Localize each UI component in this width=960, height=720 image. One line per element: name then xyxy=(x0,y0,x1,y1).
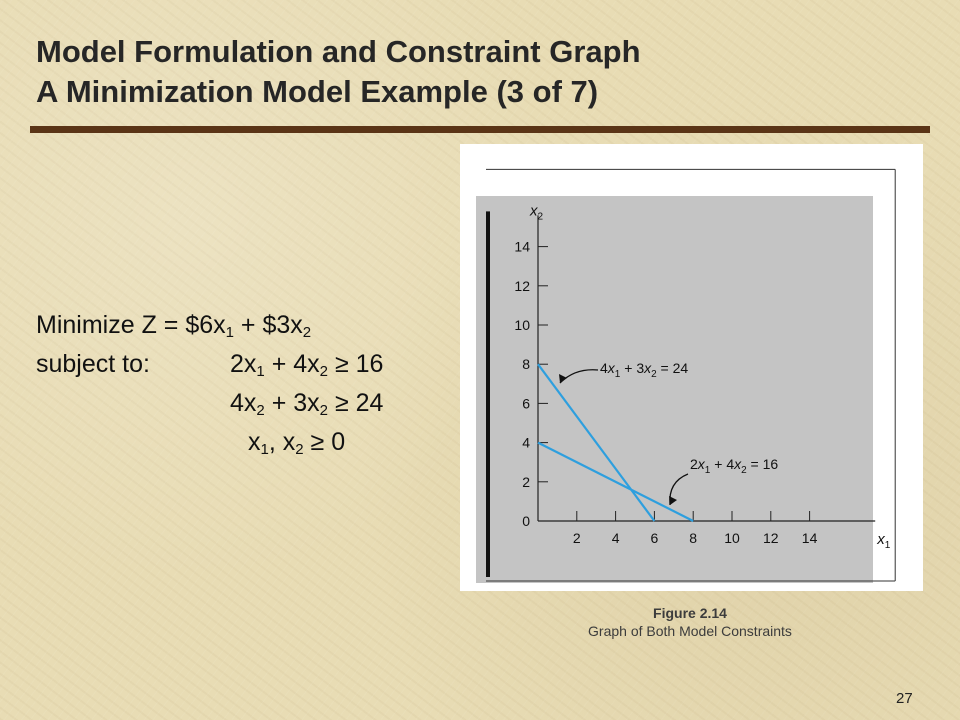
figure-shadow xyxy=(476,196,873,583)
label-arrow-1 xyxy=(559,369,599,384)
x-tick-label: 12 xyxy=(763,530,779,546)
objective-sub-2: 2 xyxy=(302,324,312,341)
x-tick-label: 6 xyxy=(651,530,659,546)
constraint-2: 4x2 + 3x2 ≥ 24 xyxy=(230,384,383,423)
x-tick-label: 2 xyxy=(573,530,581,546)
x-tick-label: 14 xyxy=(802,530,818,546)
c2-a: 4x xyxy=(230,389,257,417)
series-line-2 xyxy=(537,441,694,522)
page-number: 27 xyxy=(896,690,913,707)
nn-b: , x xyxy=(268,428,296,456)
y-tick-label: 4 xyxy=(522,435,530,451)
arrowhead-1 xyxy=(559,374,567,383)
title-divider xyxy=(30,126,930,133)
objective-sub-1: 1 xyxy=(225,324,234,341)
objective-lead: Minimize Z = $6x xyxy=(36,311,226,339)
title-line-1: Model Formulation and Constraint Graph xyxy=(36,34,641,69)
title-line-2: A Minimization Model Example (3 of 7) xyxy=(36,74,599,109)
x-tick-label: 10 xyxy=(724,530,740,546)
figure-caption-text: Graph of Both Model Constraints xyxy=(588,623,792,639)
series-label-2: 2x1 + 4x2 = 16 xyxy=(690,456,778,476)
y-tick-label: 2 xyxy=(522,474,530,490)
frame-left-bar xyxy=(486,211,490,577)
c2-rhs: ≥ 24 xyxy=(328,389,384,417)
x-tick-label: 8 xyxy=(689,530,697,546)
objective-function: Minimize Z = $6x1 + $3x2 xyxy=(36,306,311,345)
constraint-1: 2x1 + 4x2 ≥ 16 xyxy=(230,345,383,384)
c1-rhs: ≥ 16 xyxy=(328,350,384,378)
nn-s1: 1 xyxy=(260,441,269,458)
x-tick-label: 4 xyxy=(612,530,620,546)
subject-to-label: subject to: xyxy=(36,350,150,378)
y-axis-label: x2 xyxy=(529,202,544,222)
x-axis-label: x1 xyxy=(876,531,891,551)
c2-b: + 3x xyxy=(264,389,320,417)
series-line-1 xyxy=(537,363,656,522)
c1-s2: 2 xyxy=(319,363,328,380)
y-tick-label: 12 xyxy=(514,278,530,294)
y-tick-label: 8 xyxy=(522,356,530,372)
objective-mid: + $3x xyxy=(233,311,303,339)
c1-a: 2x xyxy=(230,350,257,378)
c1-s1: 1 xyxy=(256,363,265,380)
nn-s2: 2 xyxy=(295,441,304,458)
c1-b: + 4x xyxy=(264,350,320,378)
slide-title: Model Formulation and Constraint Graph A… xyxy=(36,32,641,112)
c2-s1: 2 xyxy=(256,402,265,419)
nn-a: x xyxy=(248,428,261,456)
nn-rhs: ≥ 0 xyxy=(303,428,346,456)
y-tick-label: 6 xyxy=(522,395,530,411)
series-label-1: 4x1 + 3x2 = 24 xyxy=(600,360,688,380)
nonnegativity-constraint: x1, x2 ≥ 0 xyxy=(248,423,345,462)
figure-caption: Figure 2.14 Graph of Both Model Constrai… xyxy=(530,604,850,640)
y-tick-label: 0 xyxy=(522,513,530,529)
y-tick-label: 14 xyxy=(514,239,530,255)
figure-number: Figure 2.14 xyxy=(653,605,727,621)
arrowhead-2 xyxy=(669,496,677,505)
c2-s2: 2 xyxy=(319,402,328,419)
y-tick-label: 10 xyxy=(514,317,530,333)
